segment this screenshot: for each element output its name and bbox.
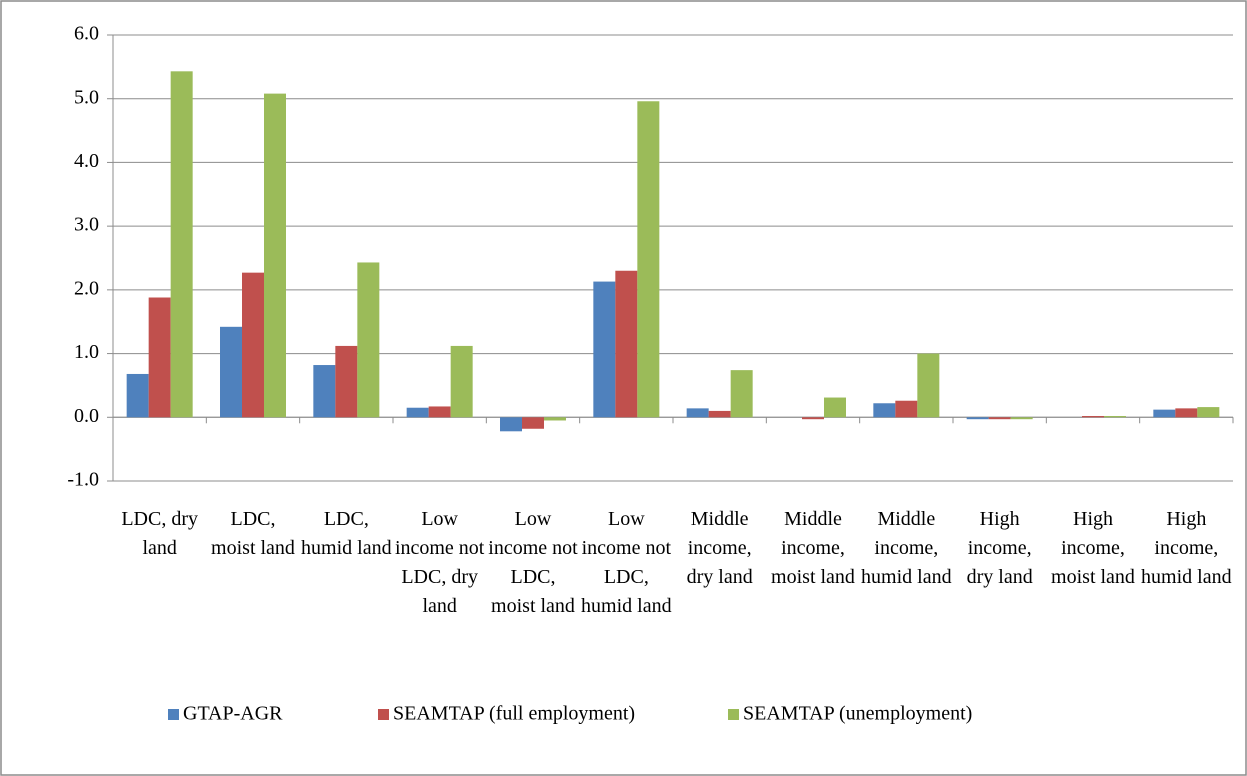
x-tick-label: Low income not LDC, moist land (488, 508, 578, 617)
bar (615, 270, 638, 418)
y-tick-label: 0.0 (74, 405, 99, 427)
legend-swatch (378, 709, 389, 720)
x-tick-label: LDC, humid land (301, 508, 392, 559)
bar (708, 410, 731, 418)
y-tick-label: 5.0 (74, 86, 99, 108)
bar (126, 373, 149, 418)
bar (1104, 416, 1126, 418)
bar (1010, 417, 1033, 420)
x-tick-label: Middle income, moist land (771, 508, 855, 588)
y-tick-label: -1.0 (67, 469, 99, 491)
x-tick-label: High income, humid land (1141, 508, 1232, 588)
bar (450, 345, 473, 418)
bar (406, 407, 429, 418)
legend-label: GTAP-AGR (183, 703, 283, 725)
bar (170, 71, 193, 418)
bar (428, 406, 451, 418)
bar (357, 262, 380, 418)
bar (966, 417, 989, 420)
bar (264, 93, 286, 418)
y-tick-label: 4.0 (74, 150, 99, 172)
x-tick-label: High income, dry land (966, 508, 1033, 588)
bar (730, 370, 753, 418)
bar (242, 272, 264, 418)
bar (1153, 409, 1176, 418)
legend-label: SEAMTAP (full employment) (393, 703, 635, 725)
x-tick-label: Low income not LDC, dry land (394, 508, 485, 617)
bar (500, 417, 522, 432)
bar (148, 297, 171, 418)
bar (824, 397, 846, 418)
y-tick-label: 3.0 (74, 214, 99, 236)
bar (1082, 416, 1104, 418)
x-tick-label: LDC, moist land (211, 508, 295, 559)
legend-swatch (728, 709, 739, 720)
y-tick-label: 2.0 (74, 277, 99, 299)
legend-swatch (168, 709, 179, 720)
x-tick-label: Middle income, dry land (686, 508, 753, 588)
bar (313, 365, 336, 418)
bar (1197, 407, 1220, 418)
bar (917, 353, 940, 418)
x-tick-label: High income, moist land (1051, 508, 1135, 588)
y-tick-label: 6.0 (74, 23, 99, 45)
x-tick-label: LDC, dry land (121, 508, 198, 559)
x-tick-label: Low income not LDC, humid land (581, 508, 672, 617)
bar (873, 403, 896, 418)
bar (637, 101, 660, 418)
legend-label: SEAMTAP (unemployment) (743, 703, 972, 725)
bar (1175, 408, 1198, 418)
bar (988, 417, 1011, 420)
bar (802, 417, 824, 420)
bar (895, 400, 918, 418)
bar (593, 281, 616, 418)
x-tick-label: Middle income, humid land (861, 508, 952, 588)
bar (522, 417, 544, 429)
bar (335, 345, 358, 418)
bar (686, 408, 709, 418)
bar (220, 326, 242, 418)
bar (544, 417, 566, 421)
y-tick-label: 1.0 (74, 341, 99, 363)
